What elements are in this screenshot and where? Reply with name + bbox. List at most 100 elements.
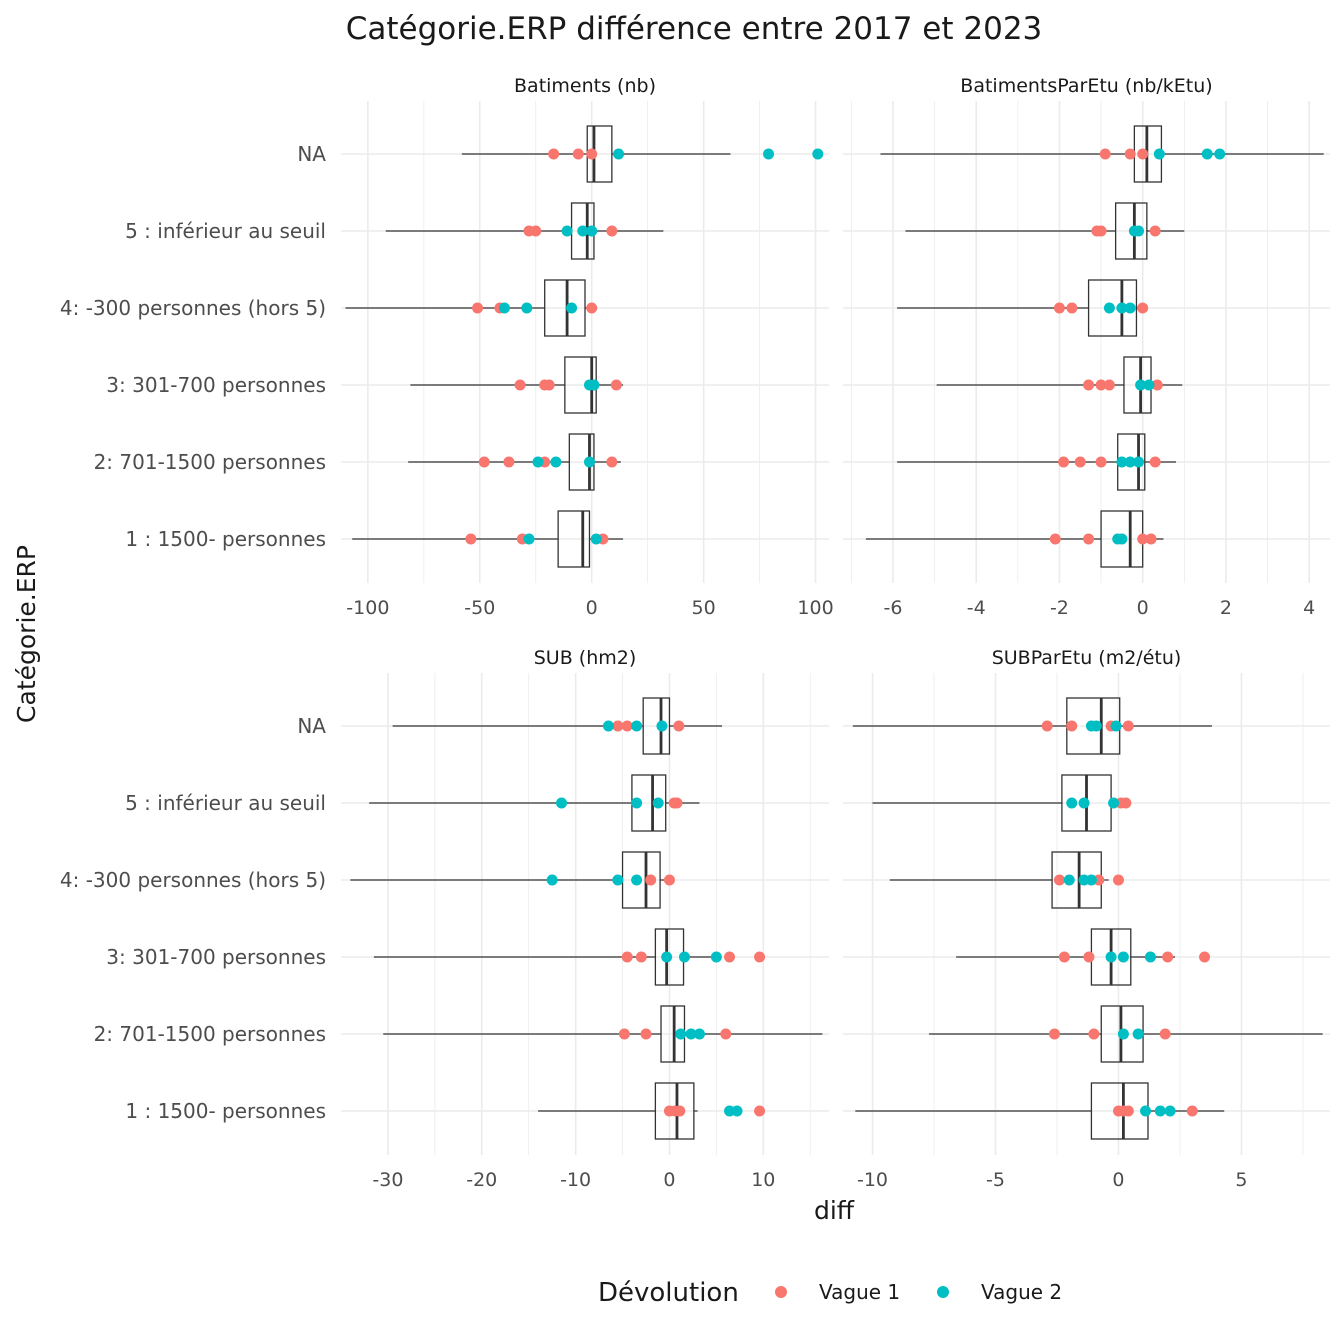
x-tick-label: -5 (986, 1169, 1005, 1191)
point-vague-2 (1063, 874, 1075, 886)
point-vague-2 (523, 533, 535, 545)
point-vague-1 (1083, 951, 1095, 963)
x-tick-label: 100 (797, 597, 833, 619)
point-vague-2 (1154, 1105, 1166, 1117)
point-vague-2 (498, 302, 510, 314)
x-tick-label: -30 (372, 1169, 403, 1191)
point-vague-2 (1078, 797, 1090, 809)
point-vague-2 (1066, 797, 1078, 809)
panel-title: BatimentsParEtu (nb/kEtu) (960, 75, 1212, 97)
point-vague-1 (586, 302, 598, 314)
point-vague-2 (631, 874, 643, 886)
x-tick-label: -10 (560, 1169, 591, 1191)
point-vague-1 (621, 951, 633, 963)
point-vague-2 (583, 456, 595, 468)
point-vague-2 (661, 951, 673, 963)
box (557, 510, 591, 568)
point-vague-2 (693, 1028, 705, 1040)
point-vague-2 (1144, 951, 1156, 963)
x-tick-label: -10 (857, 1169, 888, 1191)
x-tick-label: 5 (1235, 1169, 1247, 1191)
point-vague-1 (1053, 874, 1065, 886)
point-vague-2 (556, 797, 568, 809)
point-vague-1 (1083, 379, 1095, 391)
point-vague-2 (1164, 1105, 1176, 1117)
point-vague-1 (635, 951, 647, 963)
panel-4: -10 -5 0 5 SUBParEtu (m2/étu) (843, 647, 1330, 1191)
point-vague-1 (1122, 1105, 1134, 1117)
x-tick-label: 10 (751, 1169, 775, 1191)
point-vague-2 (652, 797, 664, 809)
point-vague-1 (1088, 1028, 1100, 1040)
point-vague-2 (1214, 148, 1226, 160)
y-tick-label: NA (297, 142, 326, 166)
point-vague-1 (1124, 148, 1136, 160)
point-vague-1 (1066, 302, 1078, 314)
point-vague-1 (543, 379, 555, 391)
point-vague-1 (618, 1028, 630, 1040)
point-vague-1 (1049, 533, 1061, 545)
point-vague-1 (754, 1105, 766, 1117)
point-vague-2 (561, 225, 573, 237)
x-tick-label: 4 (1303, 597, 1315, 619)
box (1114, 202, 1148, 260)
box (1087, 279, 1138, 337)
box (654, 1082, 695, 1140)
point-vague-2 (1090, 720, 1102, 732)
point-vague-1 (1137, 148, 1149, 160)
legend: Dévolution Vague 1 Vague 2 (598, 1278, 1062, 1308)
point-vague-2 (1143, 379, 1155, 391)
point-vague-1 (606, 456, 618, 468)
point-vague-1 (673, 720, 685, 732)
panel-2: -6 -4 -2 0 2 4 BatimentsParEtu (nb/kEtu) (843, 75, 1330, 619)
y-tick-label: 5 : inférieur au seuil (125, 219, 326, 243)
x-tick-label: 0 (1112, 1169, 1124, 1191)
point-vague-2 (1116, 533, 1128, 545)
x-tick-label: 0 (1137, 597, 1149, 619)
point-vague-2 (590, 533, 602, 545)
point-vague-1 (1162, 951, 1174, 963)
point-vague-2 (731, 1105, 743, 1117)
x-tick-label: -4 (967, 597, 986, 619)
y-tick-label: NA (297, 714, 326, 738)
point-vague-1 (1199, 951, 1211, 963)
point-vague-1 (1137, 302, 1149, 314)
panel-title: SUBParEtu (m2/étu) (992, 647, 1182, 669)
point-vague-1 (663, 874, 675, 886)
point-vague-2 (1133, 456, 1145, 468)
point-vague-1 (1099, 148, 1111, 160)
legend-title: Dévolution (598, 1278, 739, 1308)
point-vague-2 (521, 302, 533, 314)
y-tick-label: 3: 301-700 personnes (106, 373, 326, 397)
panel-1: -100 -50 0 50 100 Batiments (nb) NA 5 : inférie… (60, 75, 834, 619)
point-vague-1 (621, 720, 633, 732)
point-vague-2 (1110, 720, 1122, 732)
point-vague-1 (514, 379, 526, 391)
panel-title: Batiments (nb) (514, 75, 656, 97)
point-vague-1 (1053, 302, 1065, 314)
point-vague-2 (588, 379, 600, 391)
point-vague-2 (566, 302, 578, 314)
point-vague-1 (1041, 720, 1053, 732)
point-vague-1 (612, 720, 624, 732)
x-tick-label: -6 (883, 597, 902, 619)
point-vague-1 (1112, 874, 1124, 886)
point-vague-1 (1103, 379, 1115, 391)
x-tick-label: -2 (1050, 597, 1069, 619)
y-tick-label: 4: -300 personnes (hors 5) (60, 868, 326, 892)
point-vague-1 (503, 456, 515, 468)
point-vague-1 (1058, 456, 1070, 468)
point-vague-1 (1058, 951, 1070, 963)
point-vague-1 (1186, 1105, 1198, 1117)
point-vague-1 (1074, 456, 1086, 468)
box (544, 279, 586, 337)
point-vague-2 (586, 225, 598, 237)
y-tick-label: 1 : 1500- personnes (125, 1099, 326, 1123)
point-vague-2 (1140, 1105, 1152, 1117)
x-tick-label: 50 (692, 597, 716, 619)
chart-title: Catégorie.ERP différence entre 2017 et 2… (346, 11, 1043, 47)
y-tick-label: 3: 301-700 personnes (106, 945, 326, 969)
point-vague-1 (1120, 797, 1132, 809)
point-vague-1 (1066, 720, 1078, 732)
